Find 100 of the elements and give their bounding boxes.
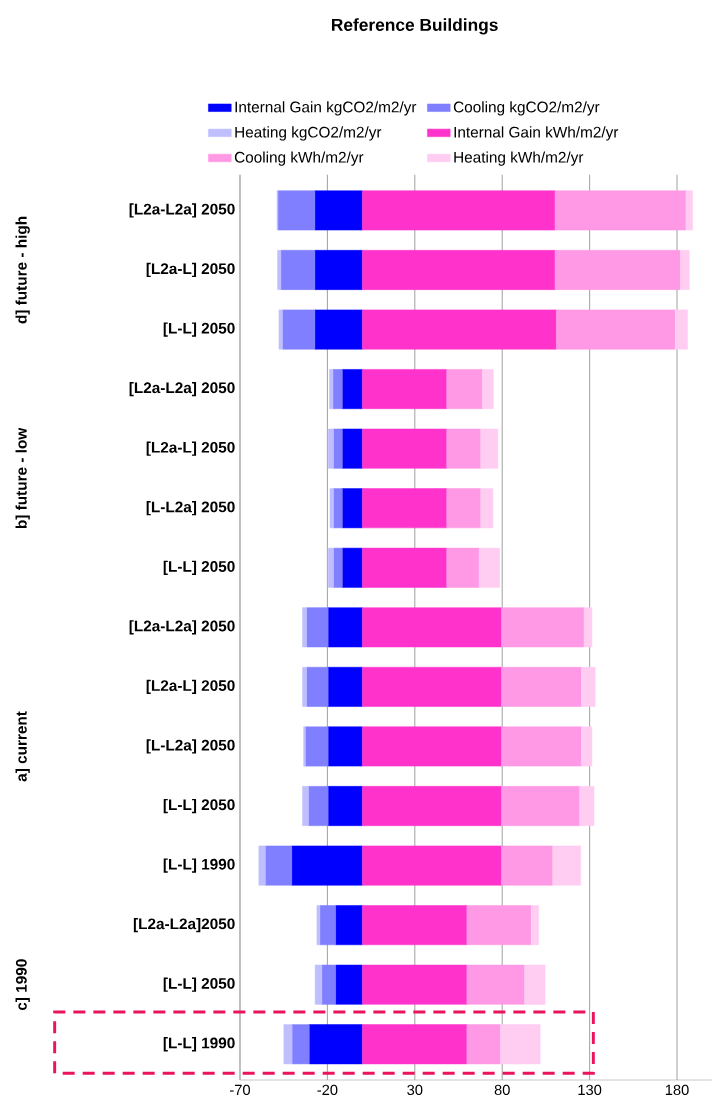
text: c] 1990 bbox=[15, 959, 30, 1011]
bar bbox=[321, 964, 336, 1005]
y-tick-label: [L2a-L] 2050 bbox=[146, 441, 235, 456]
bar bbox=[362, 845, 502, 886]
bar bbox=[319, 905, 336, 946]
x-tick-label: 80 bbox=[494, 1084, 510, 1096]
bar bbox=[556, 309, 676, 350]
y-tick-label: [L2a-L] 2050 bbox=[146, 262, 235, 278]
bar bbox=[362, 1024, 468, 1065]
bar bbox=[581, 666, 596, 707]
y-tick-label: [L2a-L] 2050 bbox=[146, 679, 235, 695]
bar bbox=[478, 547, 500, 588]
bar bbox=[327, 726, 363, 767]
bar bbox=[362, 488, 448, 529]
y-tick-label: [L-L] 2050 bbox=[163, 322, 235, 337]
bar bbox=[277, 250, 282, 290]
y-tick-label: [L2a-L2a] 2050 bbox=[129, 203, 235, 218]
text: a] current bbox=[15, 711, 30, 782]
bar bbox=[500, 1024, 541, 1065]
bar bbox=[501, 726, 582, 767]
bar bbox=[277, 190, 316, 231]
x-tick-label: 130 bbox=[578, 1084, 602, 1096]
bar bbox=[327, 666, 363, 707]
bar bbox=[306, 607, 329, 648]
bar bbox=[341, 369, 363, 410]
bar bbox=[554, 250, 681, 290]
y-tick-label: [L-L] 2050 bbox=[163, 560, 235, 575]
bar bbox=[581, 726, 593, 767]
bar bbox=[446, 547, 480, 588]
bar bbox=[314, 964, 323, 1005]
bar bbox=[314, 309, 363, 350]
y-tick-label: [L-L] 1990 bbox=[163, 1037, 235, 1052]
bar bbox=[466, 1024, 501, 1065]
bar bbox=[482, 369, 494, 410]
bar bbox=[291, 845, 363, 886]
bar bbox=[341, 547, 363, 588]
bar bbox=[583, 607, 593, 648]
bar bbox=[333, 428, 343, 469]
bar bbox=[314, 190, 363, 231]
bar bbox=[332, 369, 343, 410]
bar bbox=[501, 845, 553, 886]
legend-label: Internal Gain kgCO2/m2/yr bbox=[235, 101, 417, 116]
bar bbox=[314, 250, 363, 290]
bar bbox=[306, 666, 329, 707]
bar bbox=[327, 786, 363, 826]
bar bbox=[466, 964, 525, 1005]
legend-label: Heating kWh/m2/yr bbox=[454, 151, 584, 166]
bar bbox=[327, 607, 363, 648]
bar bbox=[328, 428, 334, 469]
bar bbox=[530, 905, 539, 946]
bar bbox=[362, 309, 557, 350]
bar bbox=[554, 190, 687, 231]
bar bbox=[446, 369, 483, 410]
chart-title: Reference Buildings bbox=[331, 18, 498, 35]
bar bbox=[362, 726, 502, 767]
bar bbox=[341, 428, 363, 469]
x-tick-label: -20 bbox=[317, 1084, 338, 1096]
bar bbox=[258, 845, 266, 886]
bar bbox=[305, 726, 329, 767]
bar bbox=[579, 786, 595, 826]
bar bbox=[328, 547, 334, 588]
bar bbox=[308, 786, 329, 826]
bar bbox=[680, 250, 690, 290]
bar bbox=[335, 964, 363, 1005]
bar bbox=[280, 250, 316, 290]
legend-label: Cooling kWh/m2/yr bbox=[234, 151, 364, 166]
bar bbox=[333, 547, 343, 588]
bar bbox=[480, 428, 499, 469]
bar bbox=[362, 964, 468, 1005]
bar bbox=[283, 1024, 293, 1065]
bar bbox=[446, 488, 481, 529]
text: d] future - high bbox=[15, 216, 30, 324]
bar bbox=[501, 666, 582, 707]
bar bbox=[291, 1024, 310, 1065]
bar bbox=[362, 905, 468, 946]
bar bbox=[675, 309, 688, 350]
bar bbox=[341, 488, 363, 529]
bar bbox=[265, 845, 293, 886]
bar bbox=[302, 666, 307, 707]
bar bbox=[362, 369, 448, 410]
bar bbox=[480, 488, 494, 529]
bar bbox=[308, 1024, 363, 1065]
x-tick-label: 180 bbox=[665, 1084, 689, 1096]
bar bbox=[282, 309, 316, 350]
bar bbox=[362, 428, 448, 469]
bar bbox=[685, 190, 693, 231]
bar bbox=[278, 309, 283, 350]
bar bbox=[446, 428, 481, 469]
bar bbox=[316, 905, 321, 946]
bar bbox=[524, 964, 546, 1005]
bar bbox=[362, 547, 448, 588]
y-tick-label: [L-L] 2050 bbox=[163, 798, 235, 814]
legend-label: Internal Gain kWh/m2/yr bbox=[454, 126, 619, 141]
y-tick-label: [L-L] 2050 bbox=[163, 977, 235, 992]
bar bbox=[335, 905, 363, 946]
y-tick-label: [L2a-L2a]2050 bbox=[133, 918, 235, 933]
y-tick-label: [L2a-L2a] 2050 bbox=[129, 620, 235, 635]
bar bbox=[362, 190, 556, 231]
bar bbox=[362, 607, 502, 648]
legend-label: Cooling kgCO2/m2/yr bbox=[453, 101, 600, 116]
